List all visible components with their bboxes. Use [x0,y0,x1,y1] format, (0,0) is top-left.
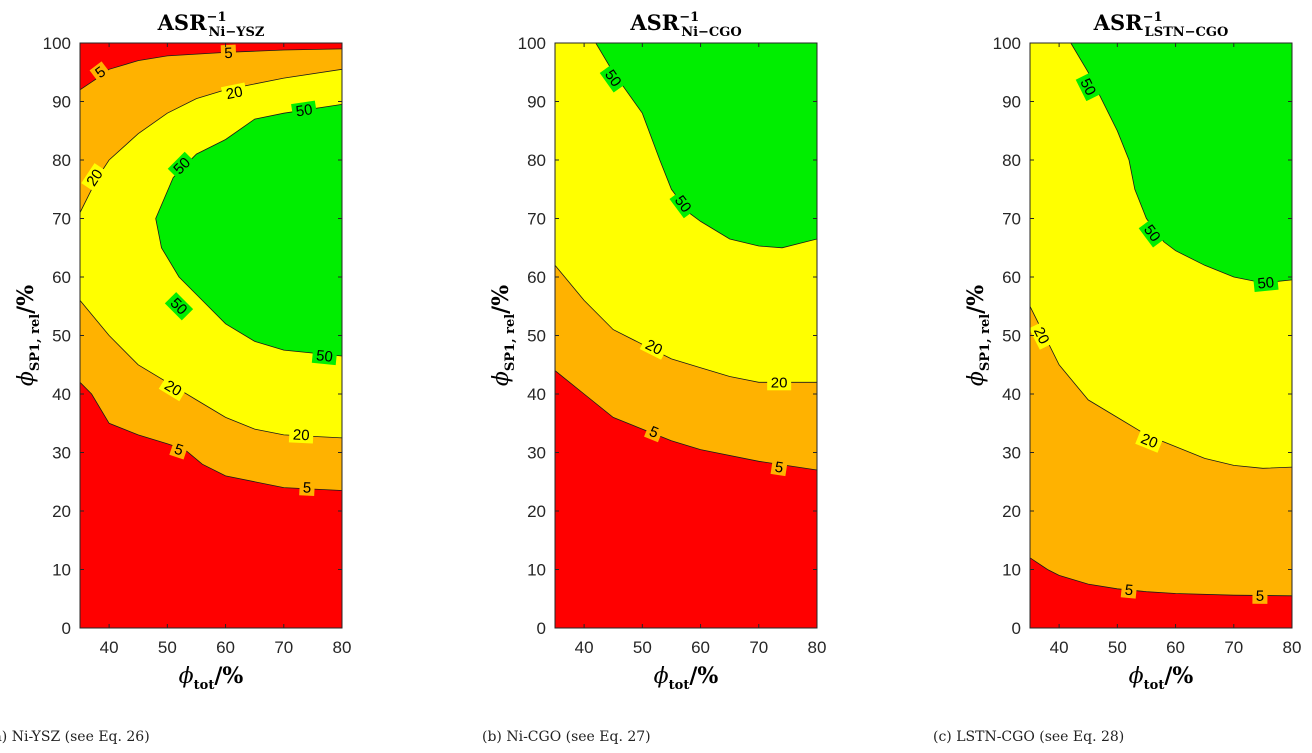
y-tick-label: 60 [527,268,546,287]
y-tick-label: 50 [527,327,546,346]
y-tick-label: 90 [1002,93,1021,112]
y-tick-label: 90 [52,93,71,112]
y-tick-label: 30 [527,444,546,463]
chart-title: ASR−1 Ni−CGO [629,10,741,40]
contour-label: 20 [642,336,665,359]
contour-label: 5 [1256,588,1265,605]
contour-label: 20 [225,83,245,103]
x-tick-label: 70 [274,638,293,657]
contour-line-20 [555,265,817,383]
y-tick-label: 10 [52,561,71,580]
contour-label: 20 [83,166,106,189]
x-tick-label: 70 [749,638,768,657]
caption-c: (c) LSTN-CGO (see Eq. 28) [933,729,1125,745]
y-tick-label: 40 [527,385,546,404]
x-tick-label: 40 [100,638,119,657]
x-tick-label: 40 [1050,638,1069,657]
y-tick-label: 70 [1002,210,1021,229]
contour-label: 20 [1030,324,1053,347]
y-tick-label: 0 [1012,619,1021,638]
contour-label: 50 [295,101,314,120]
x-axis-label: ϕtot/% [179,663,244,693]
region-gt50 [1070,43,1292,283]
plot-area: 5 5 20 20 50 50 50 [1030,43,1292,628]
contour-label: 20 [1138,430,1160,452]
y-tick-label: 40 [52,385,71,404]
y-axis-label: ϕSP1, rel/% [963,285,993,386]
contour-label: 50 [1257,274,1275,293]
contour-label: 50 [671,192,695,216]
y-tick-label: 40 [1002,385,1021,404]
y-tick-label: 70 [52,210,71,229]
y-tick-label: 30 [52,444,71,463]
region-gt50 [155,104,342,357]
y-tick-label: 50 [52,327,71,346]
contour-label: 5 [1124,582,1134,600]
x-tick-label: 80 [1283,638,1302,657]
y-axis-label: ϕSP1, rel/% [488,285,518,386]
x-tick-label: 50 [633,638,652,657]
contour-line-50 [155,104,342,357]
x-tick-label: 40 [575,638,594,657]
x-tick-label: 80 [333,638,352,657]
contour-label: 20 [161,377,184,400]
x-tick-label: 70 [1224,638,1243,657]
y-tick-label: 100 [993,34,1021,53]
x-axis-label: ϕtot/% [654,663,719,693]
x-axis-label: ϕtot/% [1129,663,1194,693]
y-tick-label: 100 [518,34,546,53]
contour-label: 5 [224,45,233,62]
contour-label: 5 [302,479,311,496]
y-tick-label: 80 [527,151,546,170]
contour-label: 50 [1076,76,1099,99]
contour-line-5 [1030,557,1292,597]
region-gt50 [595,43,817,248]
y-tick-label: 10 [1002,561,1021,580]
y-tick-label: 20 [1002,502,1021,521]
contour-label: 50 [1140,222,1164,246]
y-tick-label: 70 [527,210,546,229]
x-tick-label: 50 [158,638,177,657]
y-tick-label: 0 [537,619,546,638]
y-tick-label: 30 [1002,444,1021,463]
x-tick-label: 50 [1108,638,1127,657]
x-tick-label: 80 [808,638,827,657]
y-tick-label: 60 [52,268,71,287]
contour-label: 20 [292,427,310,445]
y-axis-label: ϕSP1, rel/% [13,285,43,386]
y-tick-label: 90 [527,93,546,112]
chart-title: ASR−1 Ni−YSZ [157,10,265,40]
contour-line-20 [80,300,342,439]
x-tick-label: 60 [216,638,235,657]
y-tick-label: 100 [43,34,71,53]
contour-label: 20 [771,374,788,391]
chart-title: ASR−1 LSTN−CGO [1093,10,1229,40]
y-tick-label: 60 [1002,268,1021,287]
y-tick-label: 20 [52,502,71,521]
contour-label: 50 [315,347,333,366]
y-tick-label: 50 [1002,327,1021,346]
y-tick-label: 20 [527,502,546,521]
y-tick-label: 10 [527,561,546,580]
contour-label: 50 [601,67,625,90]
caption-b: (b) Ni-CGO (see Eq. 27) [482,729,651,745]
caption-a: (a) Ni-YSZ (see Eq. 26) [0,729,150,745]
y-tick-label: 80 [52,151,71,170]
contour-label: 5 [774,459,785,477]
y-tick-label: 0 [62,619,71,638]
x-tick-label: 60 [691,638,710,657]
x-tick-label: 60 [1166,638,1185,657]
chart-panel-2: 5 5 20 20 50 50 50 40 50 60 70 80 0 10 20 30 40 50 60 70 80 9… [963,10,1301,693]
y-tick-label: 80 [1002,151,1021,170]
